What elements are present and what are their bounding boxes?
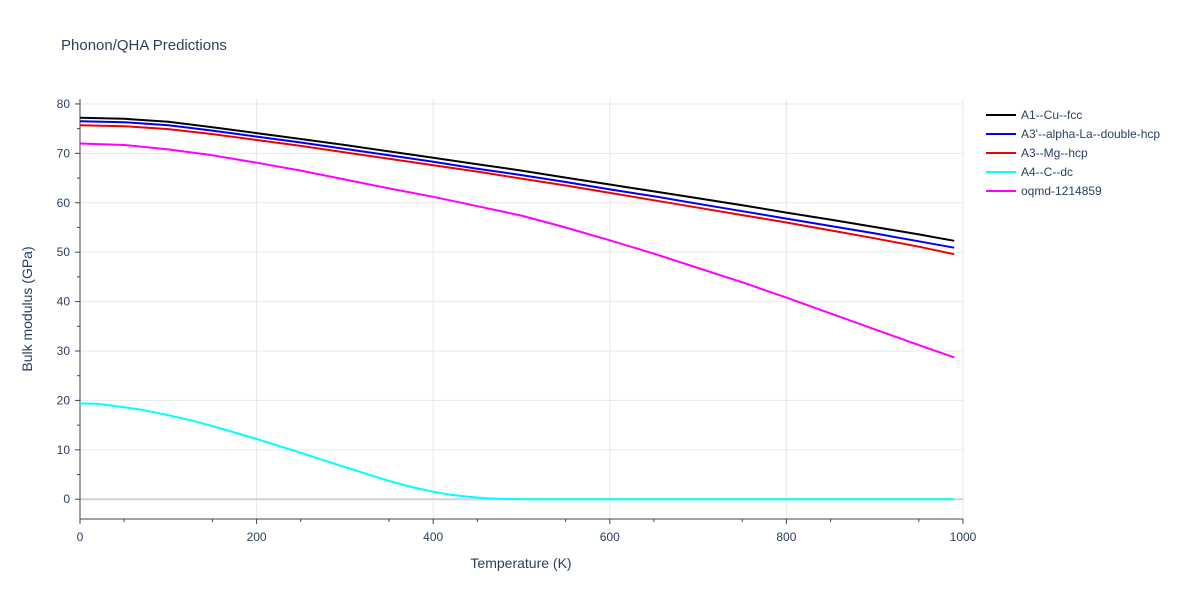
legend-label: oqmd-1214859 (1021, 184, 1102, 198)
series-line-1 (79, 120, 955, 249)
axis-layer: 0 200 400 600 800 1000 0 10 20 30 40 50 60 70 80 (57, 97, 977, 544)
y-tick-label: 10 (57, 443, 71, 457)
y-tick-label: 0 (63, 492, 70, 506)
legend-item-2[interactable]: A3--Mg--hcp (986, 146, 1088, 160)
y-tick-label: 30 (57, 344, 71, 358)
y-tick-label: 40 (57, 295, 71, 309)
y-tick-label: 60 (57, 196, 71, 210)
x-tick-label: 400 (423, 530, 443, 544)
x-axis-title: Temperature (K) (470, 555, 571, 571)
series-line-3 (79, 402, 955, 501)
grid-layer (80, 99, 964, 519)
legend-label: A4--C--dc (1021, 165, 1073, 179)
legend-item-0[interactable]: A1--Cu--fcc (986, 108, 1082, 122)
legend-label: A3--Mg--hcp (1021, 146, 1088, 160)
series-line-0 (79, 116, 955, 242)
x-tick-label: 1000 (950, 530, 977, 544)
y-tick-label: 80 (57, 97, 71, 111)
chart-title: Phonon/QHA Predictions (61, 37, 227, 54)
y-tick-label: 50 (57, 245, 71, 259)
legend-label: A1--Cu--fcc (1021, 108, 1082, 122)
y-tick-label: 20 (57, 393, 71, 407)
x-tick-label: 0 (77, 530, 84, 544)
y-axis-title: Bulk modulus (GPa) (19, 246, 35, 371)
legend-item-4[interactable]: oqmd-1214859 (986, 184, 1102, 198)
y-tick-label: 70 (57, 146, 71, 160)
series-line-4 (79, 142, 955, 359)
x-tick-label: 200 (247, 530, 267, 544)
legend[interactable]: A1--Cu--fcc A3'--alpha-La--double-hcp A3--… (986, 108, 1160, 198)
legend-item-1[interactable]: A3'--alpha-La--double-hcp (986, 127, 1160, 141)
legend-item-3[interactable]: A4--C--dc (986, 165, 1073, 179)
series-line-2 (79, 124, 955, 256)
series-layer (79, 116, 955, 501)
legend-label: A3'--alpha-La--double-hcp (1021, 127, 1160, 141)
x-tick-label: 800 (776, 530, 796, 544)
x-tick-label: 600 (600, 530, 620, 544)
